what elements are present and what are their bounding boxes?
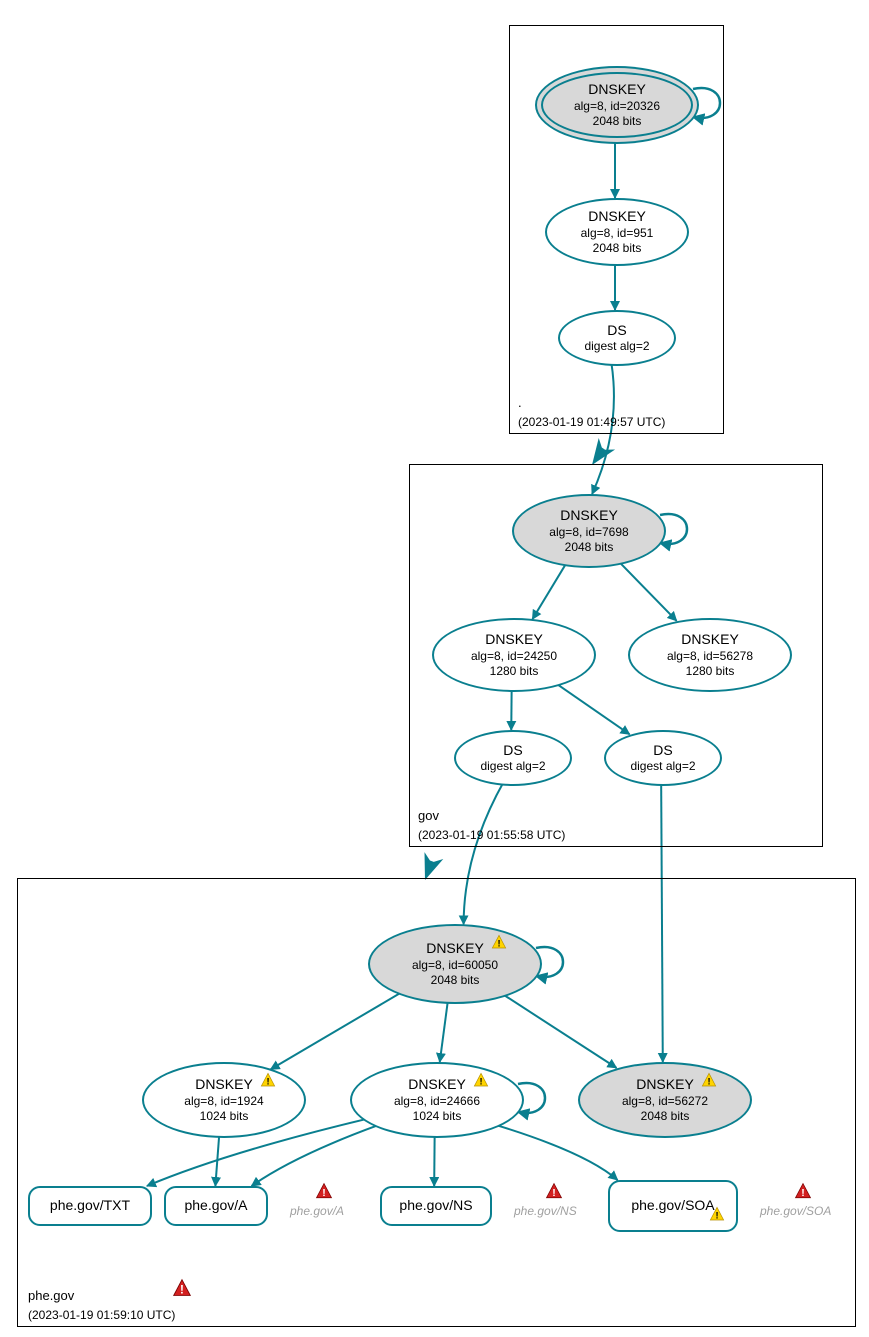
svg-text:!: !	[801, 1187, 805, 1199]
node-detail: digest alg=2	[630, 759, 695, 774]
node-gov-ksk: DNSKEYalg=8, id=76982048 bits	[512, 494, 666, 568]
node-gov-zsk2: DNSKEYalg=8, id=562781280 bits	[628, 618, 792, 692]
node-detail: alg=8, id=56272	[622, 1094, 708, 1109]
node-title: DNSKEY	[560, 507, 618, 525]
svg-text:!: !	[479, 1076, 482, 1086]
node-title: DNSKEY	[681, 631, 739, 649]
svg-text:!: !	[497, 938, 500, 948]
svg-text:!: !	[552, 1187, 556, 1199]
node-detail: digest alg=2	[480, 759, 545, 774]
warning-icon: !	[701, 1072, 717, 1088]
node-title: DS	[503, 742, 522, 760]
zone-timestamp: (2023-01-19 01:59:10 UTC)	[28, 1308, 175, 1322]
node-phe-ksk: DNSKEYalg=8, id=600502048 bits	[368, 924, 542, 1004]
warning-icon: !	[491, 934, 507, 950]
node-title: DNSKEY	[426, 940, 484, 958]
node-rr-txt: phe.gov/TXT	[28, 1186, 152, 1226]
node-detail: alg=8, id=7698	[549, 525, 628, 540]
node-title: phe.gov/NS	[399, 1197, 472, 1215]
node-title: DS	[607, 322, 626, 340]
node-title: phe.gov/A	[184, 1197, 247, 1215]
node-gov-ds2: DSdigest alg=2	[604, 730, 722, 786]
node-phe-k3: DNSKEYalg=8, id=562722048 bits	[578, 1062, 752, 1138]
ghost-record: phe.gov/NS	[514, 1204, 577, 1218]
error-icon: !	[315, 1182, 333, 1200]
node-gov-zsk1: DNSKEYalg=8, id=242501280 bits	[432, 618, 596, 692]
svg-text:!: !	[266, 1076, 269, 1086]
node-detail: 2048 bits	[593, 241, 642, 256]
node-detail: 1280 bits	[686, 664, 735, 679]
node-detail: alg=8, id=1924	[184, 1094, 263, 1109]
node-detail: 1024 bits	[413, 1109, 462, 1124]
ghost-record: phe.gov/A	[290, 1204, 344, 1218]
node-title: DNSKEY	[485, 631, 543, 649]
node-title: DNSKEY	[588, 208, 646, 226]
zone-label: phe.gov	[28, 1288, 74, 1305]
ghost-record: phe.gov/SOA	[760, 1204, 831, 1218]
svg-text:!: !	[322, 1187, 326, 1199]
diagram-canvas: . (2023-01-19 01:49:57 UTC) gov (2023-01-19…	[0, 0, 869, 1337]
warning-icon: !	[473, 1072, 489, 1088]
svg-text:!: !	[180, 1283, 184, 1296]
node-detail: 1024 bits	[200, 1109, 249, 1124]
node-detail: alg=8, id=60050	[412, 958, 498, 973]
node-root-ds: DSdigest alg=2	[558, 310, 676, 366]
warning-icon: !	[260, 1072, 276, 1088]
zone-timestamp: (2023-01-19 01:49:57 UTC)	[518, 415, 665, 429]
svg-text:!: !	[715, 1210, 718, 1220]
node-title: DNSKEY	[636, 1076, 694, 1094]
node-root-ksk: DNSKEYalg=8, id=203262048 bits	[535, 66, 699, 144]
node-detail: alg=8, id=951	[581, 226, 654, 241]
node-title: DNSKEY	[408, 1076, 466, 1094]
node-detail: alg=8, id=20326	[574, 99, 660, 114]
node-title: DS	[653, 742, 672, 760]
node-title: DNSKEY	[588, 81, 646, 99]
node-detail: digest alg=2	[584, 339, 649, 354]
node-detail: 2048 bits	[431, 973, 480, 988]
node-rr-ns: phe.gov/NS	[380, 1186, 492, 1226]
node-phe-k2: DNSKEYalg=8, id=246661024 bits	[350, 1062, 524, 1138]
node-detail: 2048 bits	[593, 114, 642, 129]
node-title: DNSKEY	[195, 1076, 253, 1094]
node-phe-k1: DNSKEYalg=8, id=19241024 bits	[142, 1062, 306, 1138]
node-detail: alg=8, id=24666	[394, 1094, 480, 1109]
zone-label: gov	[418, 808, 439, 825]
node-detail: 2048 bits	[641, 1109, 690, 1124]
zone-label: .	[518, 395, 522, 412]
node-detail: alg=8, id=24250	[471, 649, 557, 664]
error-icon: !	[172, 1278, 192, 1298]
zone-timestamp: (2023-01-19 01:55:58 UTC)	[418, 828, 565, 842]
svg-text:!: !	[707, 1076, 710, 1086]
node-root-zsk: DNSKEYalg=8, id=9512048 bits	[545, 198, 689, 266]
node-detail: 2048 bits	[565, 540, 614, 555]
node-title: phe.gov/SOA	[631, 1197, 714, 1215]
warning-icon: !	[709, 1206, 725, 1222]
node-detail: 1280 bits	[490, 664, 539, 679]
node-detail: alg=8, id=56278	[667, 649, 753, 664]
node-title: phe.gov/TXT	[50, 1197, 130, 1215]
node-rr-a: phe.gov/A	[164, 1186, 268, 1226]
error-icon: !	[794, 1182, 812, 1200]
error-icon: !	[545, 1182, 563, 1200]
node-gov-ds1: DSdigest alg=2	[454, 730, 572, 786]
